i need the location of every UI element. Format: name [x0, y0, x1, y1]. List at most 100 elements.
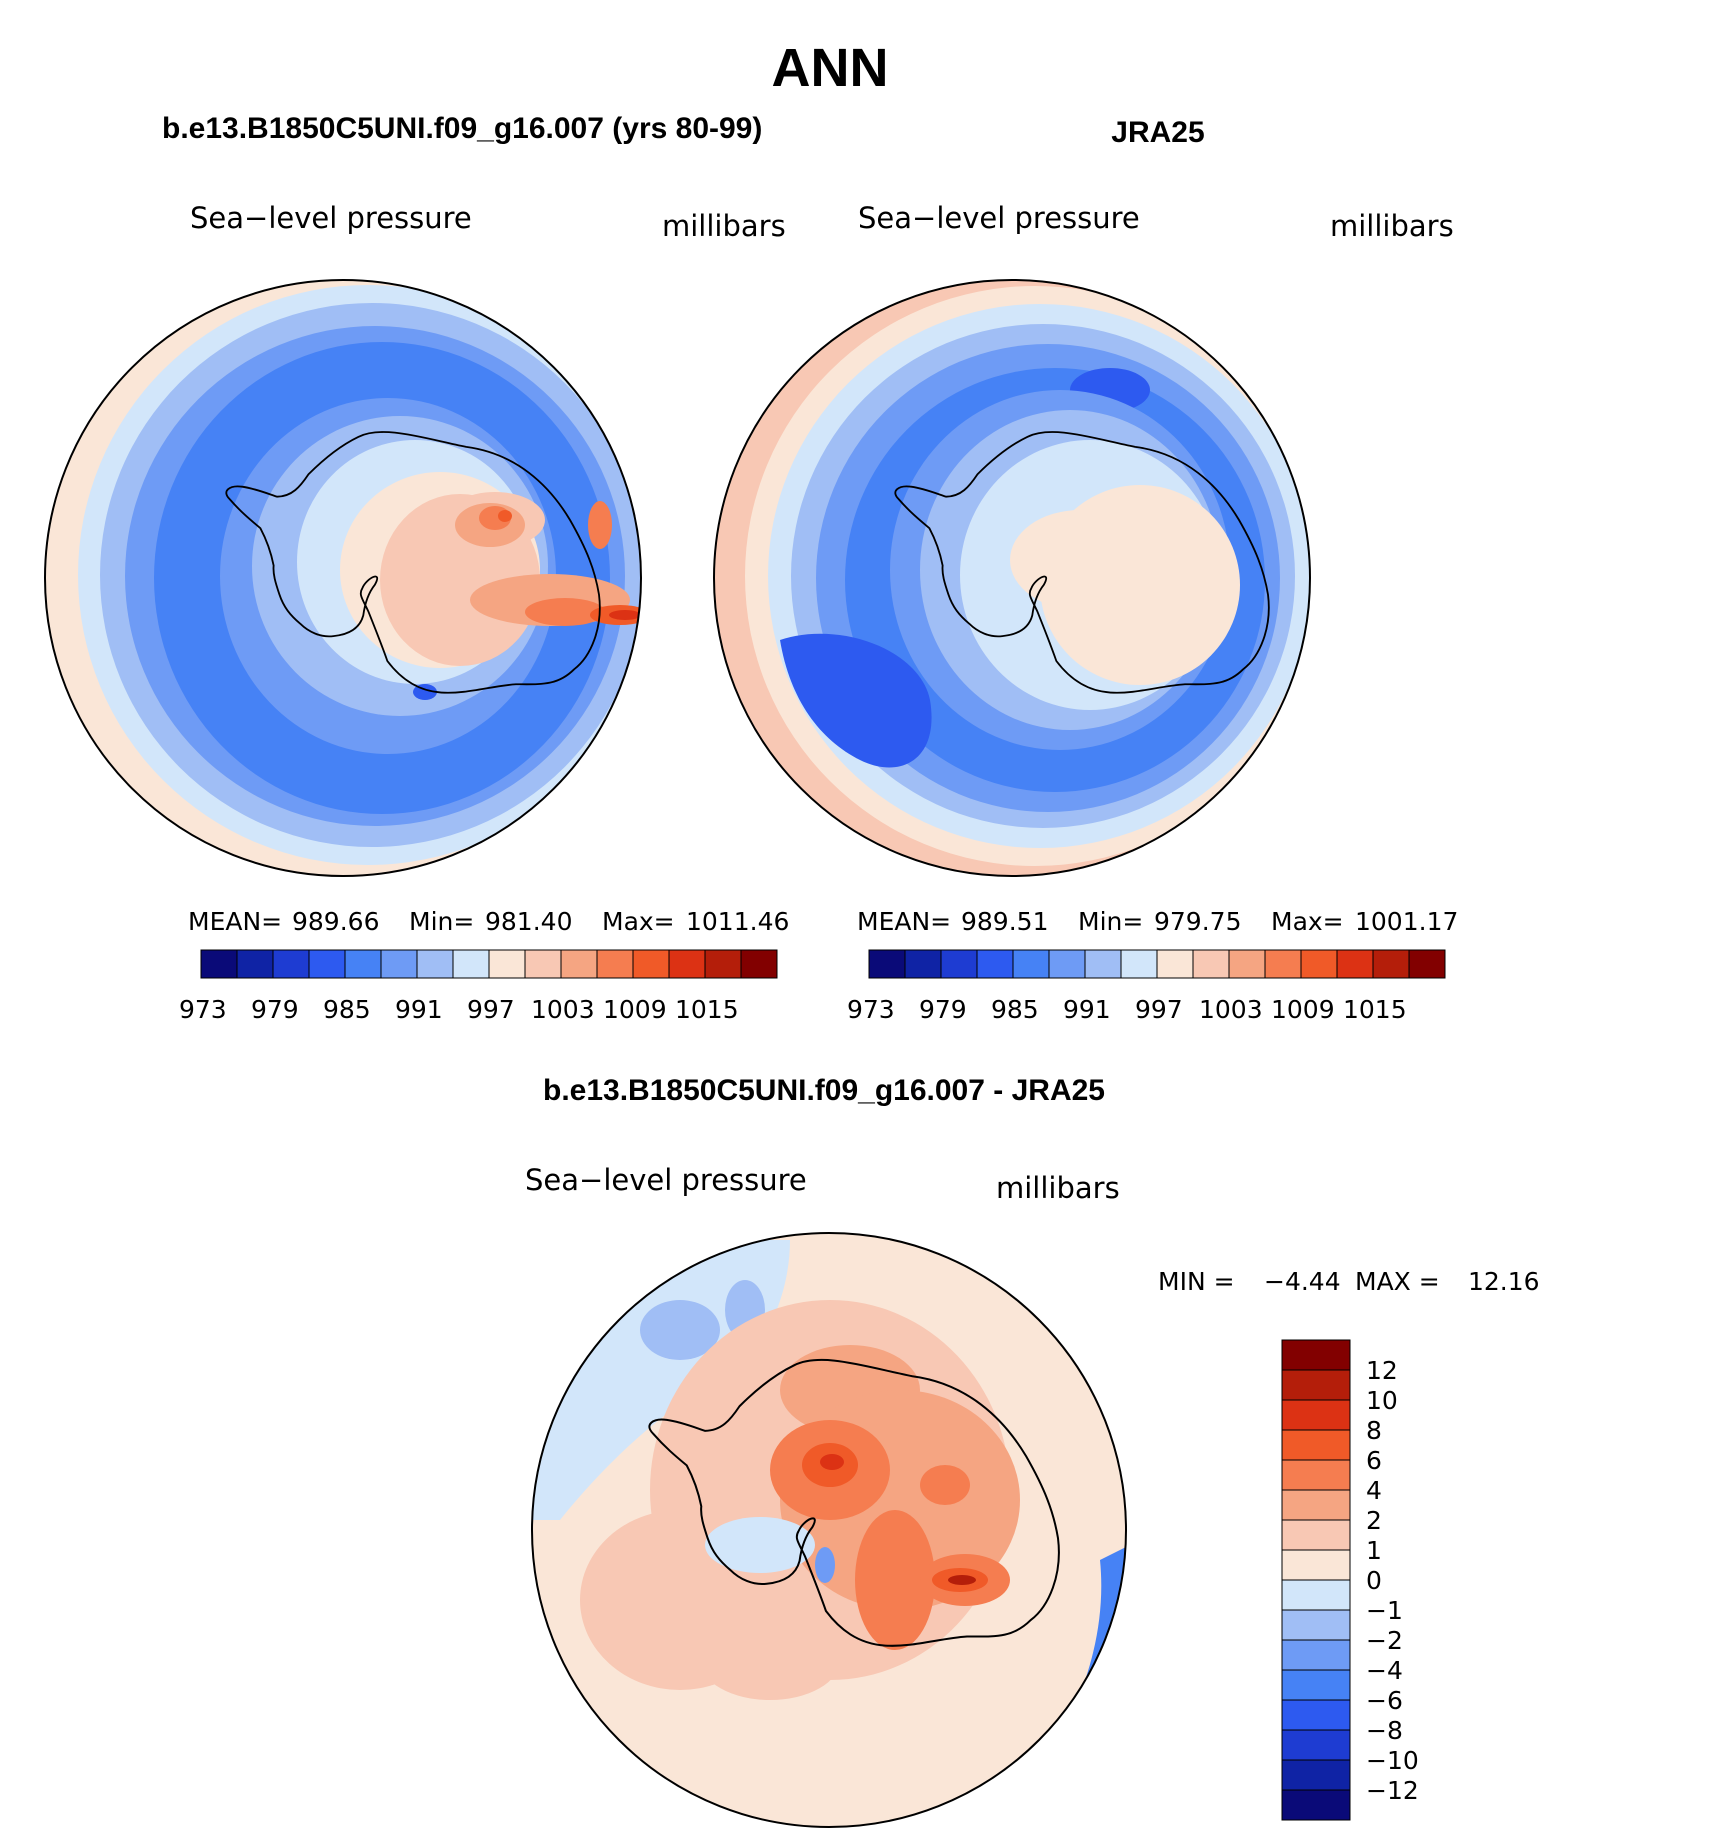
diff-colorbar-box: [1281, 1549, 1351, 1581]
diff-colorbar-tick-label: −2: [1366, 1626, 1403, 1655]
model-colorbar-box: [560, 949, 598, 979]
diff-colorbar-tick-label: 10: [1366, 1386, 1398, 1415]
diff-colorbar-tick-label: −8: [1366, 1716, 1403, 1745]
diff-colorbar-box: [1281, 1339, 1351, 1371]
diff-variable-label: Sea−level pressure: [525, 1163, 807, 1197]
obs-colorbar-box: [1408, 949, 1446, 979]
obs-colorbar-box: [1192, 949, 1230, 979]
diff-colorbar-box: [1281, 1459, 1351, 1491]
obs-colorbar-box: [1336, 949, 1374, 979]
model-colorbar-tick-label: 991: [395, 995, 443, 1024]
model-colorbar-box: [452, 949, 490, 979]
diff-title: b.e13.B1850C5UNI.f09_g16.007 - JRA25: [543, 1074, 1105, 1107]
obs-units-label: millibars: [1330, 209, 1454, 243]
diff-max-value: 12.16: [1468, 1267, 1540, 1296]
obs-colorbar-tick-label: 991: [1063, 995, 1111, 1024]
diff-colorbar-tick-label: −12: [1366, 1776, 1419, 1805]
obs-colorbar-box: [868, 949, 906, 979]
diff-colorbar-box: [1281, 1519, 1351, 1551]
diff-units-label: millibars: [996, 1171, 1120, 1205]
diff-colorbar-box: [1281, 1729, 1351, 1761]
model-title: b.e13.B1850C5UNI.f09_g16.007 (yrs 80-99): [162, 112, 762, 145]
obs-colorbar-tick-label: 1009: [1271, 995, 1335, 1024]
diff-colorbar-tick-label: 2: [1366, 1506, 1382, 1535]
obs-colorbar-box: [1372, 949, 1410, 979]
obs-colorbar-tick-label: 973: [847, 995, 895, 1024]
obs-colorbar-tick-label: 1015: [1343, 995, 1407, 1024]
diff-contour-map: [532, 1233, 1126, 1827]
obs-variable-label: Sea−level pressure: [858, 201, 1140, 235]
model-stats: MEAN= 989.66 Min= 981.40 Max= 1011.46: [188, 907, 789, 936]
model-map-boundary: [44, 279, 642, 877]
model-contour-map: [45, 280, 641, 876]
obs-colorbar: 973 979 985 991 997 1003 1009 1015: [847, 949, 1446, 1024]
diff-colorbar-box: [1281, 1399, 1351, 1431]
obs-colorbar-box: [1228, 949, 1266, 979]
obs-colorbar-box: [940, 949, 978, 979]
model-colorbar-tick-label: 979: [251, 995, 299, 1024]
model-colorbar-box: [236, 949, 274, 979]
diff-stats: MIN = −4.44 MAX = 12.16: [1158, 1267, 1540, 1296]
model-colorbar-box: [596, 949, 634, 979]
obs-colorbar-box: [1084, 949, 1122, 979]
model-colorbar-box: [272, 949, 310, 979]
obs-contour-map: [714, 280, 1310, 876]
model-panel: b.e13.B1850C5UNI.f09_g16.007 (yrs 80-99)…: [44, 112, 789, 1024]
diff-min-label: MIN =: [1158, 1267, 1235, 1296]
obs-colorbar-box: [1264, 949, 1302, 979]
model-colorbar-box: [524, 949, 562, 979]
obs-colorbar-box: [1300, 949, 1338, 979]
obs-colorbar-box: [976, 949, 1014, 979]
diff-colorbar-box: [1281, 1669, 1351, 1701]
model-colorbar-box: [308, 949, 346, 979]
diff-colorbar-box: [1281, 1429, 1351, 1461]
model-colorbar-box: [380, 949, 418, 979]
model-min-value: 981.40: [485, 907, 572, 936]
obs-map-boundary: [713, 279, 1311, 877]
obs-colorbar-tick-label: 997: [1135, 995, 1183, 1024]
diff-colorbar-box: [1281, 1699, 1351, 1731]
model-colorbar-box: [740, 949, 778, 979]
diff-colorbar-box: [1281, 1369, 1351, 1401]
obs-min-label: Min=: [1078, 907, 1143, 936]
diff-panel: b.e13.B1850C5UNI.f09_g16.007 - JRA25 Sea…: [525, 1074, 1540, 1828]
model-colorbar-tick-label: 1015: [675, 995, 739, 1024]
obs-colorbar-tick-label: 985: [991, 995, 1039, 1024]
model-colorbar-box: [632, 949, 670, 979]
model-colorbar-box: [668, 949, 706, 979]
diff-colorbar-tick-label: 0: [1366, 1566, 1382, 1595]
diff-colorbar-box: [1281, 1579, 1351, 1611]
model-min-label: Min=: [409, 907, 474, 936]
diff-colorbar-box: [1281, 1789, 1351, 1821]
diff-colorbar-tick-label: −4: [1366, 1656, 1403, 1685]
model-max-label: Max=: [602, 907, 675, 936]
obs-min-value: 979.75: [1154, 907, 1241, 936]
model-colorbar-tick-label: 985: [323, 995, 371, 1024]
obs-stats: MEAN= 989.51 Min= 979.75 Max= 1001.17: [857, 907, 1458, 936]
model-colorbar-box: [488, 949, 526, 979]
diff-colorbar-tick-label: −10: [1366, 1746, 1419, 1775]
model-mean-value: 989.66: [292, 907, 379, 936]
diff-colorbar-box: [1281, 1609, 1351, 1641]
model-colorbar-box: [704, 949, 742, 979]
model-colorbar-box: [416, 949, 454, 979]
model-colorbar: 973 979 985 991 997 1003 1009 1015: [179, 949, 778, 1024]
obs-colorbar-tick-label: 979: [919, 995, 967, 1024]
model-colorbar-box: [344, 949, 382, 979]
obs-colorbar-box: [1156, 949, 1194, 979]
diff-colorbar-tick-label: 12: [1366, 1356, 1398, 1385]
model-colorbar-tick-label: 973: [179, 995, 227, 1024]
diff-min-value: −4.44: [1264, 1267, 1341, 1296]
diff-map-boundary: [531, 1232, 1127, 1828]
obs-colorbar-box: [904, 949, 942, 979]
diff-colorbar-tick-label: 4: [1366, 1476, 1382, 1505]
model-colorbar-box: [200, 949, 238, 979]
main-title: ANN: [772, 38, 889, 98]
diff-colorbar-box: [1281, 1489, 1351, 1521]
model-max-value: 1011.46: [686, 907, 789, 936]
diff-colorbar-tick-label: −1: [1366, 1596, 1403, 1625]
diff-colorbar-tick-label: 8: [1366, 1416, 1382, 1445]
model-mean-label: MEAN=: [188, 907, 282, 936]
